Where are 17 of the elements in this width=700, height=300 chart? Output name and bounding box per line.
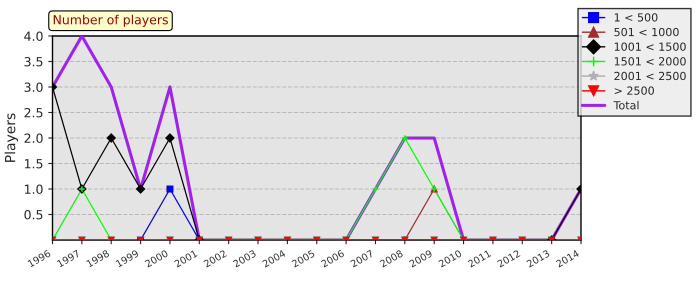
y-axis-title: Players [4, 113, 18, 162]
legend-label: Total [614, 100, 638, 110]
legend-label: > 2500 [614, 86, 654, 95]
y-tick-label: 1.5 [24, 159, 42, 168]
y-tick-label: 2.0 [24, 133, 43, 143]
legend-label: 501 < 1000 [614, 28, 679, 36]
legend-label: 2001 < 2500 [614, 72, 686, 80]
legend-label: 1001 < 1500 [614, 42, 686, 51]
y-tick-label: 3.5 [24, 56, 42, 66]
chart-title: Number of players [54, 14, 168, 27]
legend-label: 1 < 500 [614, 13, 658, 22]
y-tick-label: 0.5 [24, 210, 42, 220]
y-tick-label: 3.0 [24, 82, 43, 92]
legend-label: 1501 < 2000 [614, 57, 686, 66]
y-tick-label: 4.0 [24, 31, 43, 41]
y-tick-label: 1.0 [24, 184, 43, 194]
y-tick-label: 2.5 [24, 108, 42, 118]
